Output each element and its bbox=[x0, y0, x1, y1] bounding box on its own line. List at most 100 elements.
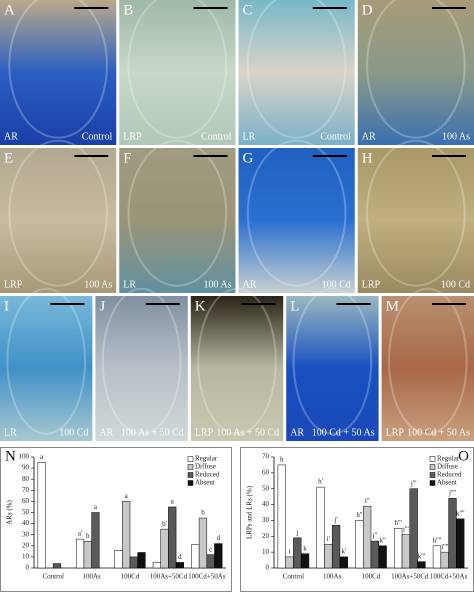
y-tick-label: 0 bbox=[26, 564, 30, 572]
legend-label: Regular bbox=[437, 455, 460, 463]
significance-letter: i'' bbox=[365, 497, 369, 505]
significance-letter: i' bbox=[327, 535, 330, 543]
root-outline bbox=[366, 0, 466, 139]
micrograph bbox=[238, 148, 355, 293]
x-tick-label: Control bbox=[43, 573, 64, 581]
tissue-label: LRP bbox=[4, 279, 23, 290]
micrograph bbox=[190, 296, 284, 441]
significance-letter: h bbox=[280, 456, 284, 464]
y-tick-label: 20 bbox=[22, 541, 30, 549]
bar bbox=[206, 554, 215, 569]
panel-letter: G bbox=[243, 150, 254, 166]
treatment-label: 100 As bbox=[203, 279, 231, 290]
root-outline bbox=[101, 287, 182, 435]
micrograph bbox=[95, 296, 188, 441]
treatment-label: 100 Cd bbox=[59, 427, 88, 438]
panel-letter: D bbox=[362, 2, 373, 18]
significance-letter: a' bbox=[78, 530, 82, 538]
significance-letter: a bbox=[125, 492, 129, 500]
y-tick-label: 80 bbox=[22, 475, 30, 483]
significance-letter: i bbox=[289, 548, 291, 556]
legend-label: Absent bbox=[437, 479, 457, 487]
bar bbox=[114, 549, 123, 569]
root-outline bbox=[246, 0, 347, 139]
tissue-label: LR bbox=[4, 427, 17, 438]
tissue-label: LRP bbox=[123, 131, 142, 142]
bar bbox=[175, 562, 185, 569]
chart-letter: N bbox=[5, 448, 16, 464]
bar bbox=[293, 537, 302, 569]
significance-letter: k'''' bbox=[456, 509, 465, 517]
significance-letter: d bbox=[217, 534, 221, 542]
bar bbox=[285, 556, 294, 569]
significance-letter: k'' bbox=[380, 536, 386, 544]
root-outline bbox=[246, 139, 347, 287]
significance-letter: b bbox=[201, 509, 205, 517]
tissue-label: AR bbox=[243, 279, 257, 290]
significance-letter: b' bbox=[162, 520, 167, 528]
panel-letter: H bbox=[362, 150, 373, 166]
significance-letter: h''' bbox=[395, 519, 402, 527]
x-tick-label: 100As bbox=[82, 573, 101, 581]
treatment-label: Control bbox=[82, 131, 113, 142]
tissue-label: AR bbox=[99, 427, 113, 438]
bar bbox=[122, 501, 131, 569]
significance-letter: a bbox=[171, 498, 175, 506]
bar bbox=[137, 552, 146, 569]
significance-letter: i'''' bbox=[441, 543, 448, 551]
bar bbox=[432, 545, 442, 569]
significance-letter: i''' bbox=[403, 525, 409, 533]
significance-letter: j bbox=[295, 528, 298, 536]
root-outline bbox=[197, 287, 277, 435]
y-tick-label: 90 bbox=[22, 464, 30, 472]
legend-label: Absent bbox=[195, 479, 215, 487]
y-tick-label: 40 bbox=[22, 519, 30, 527]
significance-letter: a bbox=[94, 503, 98, 511]
root-outline bbox=[127, 139, 228, 287]
legend-swatch bbox=[429, 480, 436, 486]
chart-letter: O bbox=[458, 448, 469, 464]
bar bbox=[316, 486, 325, 569]
legend-swatch bbox=[429, 464, 436, 470]
legend-label: Reduced bbox=[437, 471, 462, 479]
significance-letter: k bbox=[303, 544, 307, 552]
bar bbox=[52, 563, 62, 569]
x-tick-label: 100As+50Cd bbox=[150, 573, 188, 581]
tissue-label: LRP bbox=[195, 427, 214, 438]
significance-letter: h'' bbox=[356, 511, 362, 519]
bar bbox=[394, 528, 403, 569]
tissue-label: LR bbox=[243, 131, 256, 142]
treatment-label: 100 As bbox=[84, 279, 112, 290]
y-tick-label: 30 bbox=[22, 530, 30, 538]
micrograph bbox=[381, 296, 474, 441]
bar bbox=[83, 541, 92, 569]
significance-letter: j'' bbox=[372, 532, 377, 540]
micrograph bbox=[119, 0, 236, 145]
legend-label: Regular bbox=[195, 455, 218, 463]
panel-letter: B bbox=[123, 2, 133, 18]
legend-swatch bbox=[187, 456, 194, 462]
x-tick-label: 100Cd bbox=[362, 573, 381, 581]
significance-letter: k''' bbox=[418, 552, 425, 560]
x-tick-label: 100As bbox=[323, 573, 342, 581]
bar bbox=[331, 524, 341, 569]
y-axis-label: ARs (%) bbox=[6, 499, 14, 524]
micrograph bbox=[238, 0, 355, 145]
significance-letter: j''' bbox=[410, 479, 417, 487]
y-tick-label: 60 bbox=[22, 497, 30, 505]
significance-letter: d bbox=[178, 553, 182, 561]
y-tick-label: 70 bbox=[262, 453, 270, 461]
bar bbox=[214, 543, 223, 569]
bar bbox=[409, 488, 418, 569]
y-tick-label: 70 bbox=[22, 486, 30, 494]
legend-label: Reduced bbox=[195, 471, 220, 479]
significance-letter: j' bbox=[333, 516, 337, 524]
bar bbox=[401, 534, 411, 569]
x-tick-label: 100Cd+50As bbox=[188, 573, 226, 581]
panel-letter: M bbox=[386, 298, 399, 314]
y-tick-label: 30 bbox=[262, 516, 270, 524]
micrograph bbox=[119, 148, 236, 293]
y-tick-label: 10 bbox=[262, 548, 270, 556]
micrograph bbox=[0, 148, 117, 293]
y-tick-label: 60 bbox=[262, 468, 270, 476]
